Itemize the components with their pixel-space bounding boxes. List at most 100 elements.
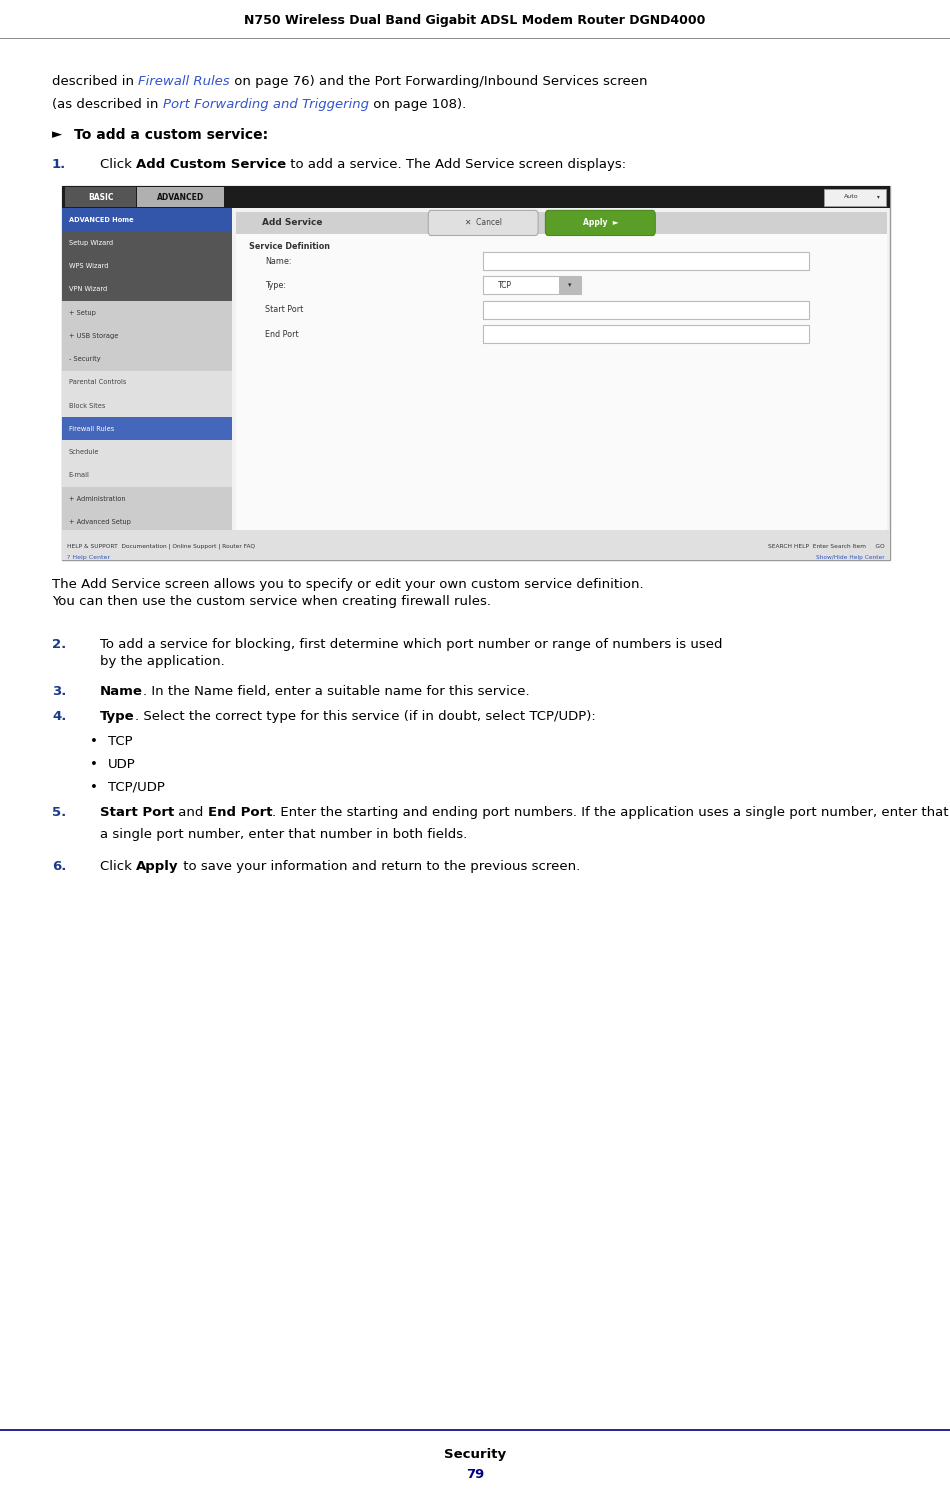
Text: •: • bbox=[90, 735, 98, 748]
FancyBboxPatch shape bbox=[824, 190, 885, 206]
Text: ? Help Center: ? Help Center bbox=[67, 554, 110, 559]
FancyBboxPatch shape bbox=[236, 212, 886, 235]
FancyBboxPatch shape bbox=[560, 276, 580, 294]
Text: Add Service: Add Service bbox=[262, 218, 322, 227]
FancyBboxPatch shape bbox=[545, 211, 656, 236]
FancyBboxPatch shape bbox=[62, 185, 890, 560]
Text: + USB Storage: + USB Storage bbox=[68, 333, 118, 339]
Text: End Port: End Port bbox=[208, 805, 273, 819]
Text: ▾: ▾ bbox=[568, 282, 572, 288]
Text: a single port number, enter that number in both fields.: a single port number, enter that number … bbox=[100, 828, 467, 841]
Text: 5.: 5. bbox=[52, 805, 66, 819]
FancyBboxPatch shape bbox=[66, 187, 136, 206]
Text: 1.: 1. bbox=[52, 158, 66, 170]
FancyBboxPatch shape bbox=[62, 394, 232, 417]
FancyBboxPatch shape bbox=[62, 417, 232, 441]
Text: ►: ► bbox=[52, 128, 63, 140]
Text: UDP: UDP bbox=[108, 757, 136, 771]
FancyBboxPatch shape bbox=[62, 232, 232, 254]
Text: Apply  ►: Apply ► bbox=[582, 218, 618, 227]
Text: SEARCH HELP  Enter Search Item     GO: SEARCH HELP Enter Search Item GO bbox=[769, 544, 885, 548]
Text: Firewall Rules: Firewall Rules bbox=[68, 426, 114, 432]
Text: (as described in: (as described in bbox=[52, 99, 162, 111]
Text: - Security: - Security bbox=[68, 356, 101, 362]
Text: •: • bbox=[90, 781, 98, 793]
Text: BASIC: BASIC bbox=[87, 193, 113, 202]
Text: To add a custom service:: To add a custom service: bbox=[74, 128, 268, 142]
FancyBboxPatch shape bbox=[62, 371, 232, 394]
FancyBboxPatch shape bbox=[62, 487, 232, 509]
FancyBboxPatch shape bbox=[62, 208, 232, 545]
Text: . Select the correct type for this service (if in doubt, select TCP/UDP):: . Select the correct type for this servi… bbox=[135, 710, 596, 723]
Text: To add a service for blocking, first determine which port number or range of num: To add a service for blocking, first det… bbox=[100, 638, 723, 668]
Text: Schedule: Schedule bbox=[68, 450, 99, 456]
FancyBboxPatch shape bbox=[62, 300, 232, 324]
Text: ▾: ▾ bbox=[877, 194, 880, 200]
Text: Name: Name bbox=[100, 686, 142, 698]
Text: 2.: 2. bbox=[52, 638, 66, 651]
Text: Firewall Rules: Firewall Rules bbox=[139, 75, 230, 88]
FancyBboxPatch shape bbox=[484, 326, 808, 344]
Text: VPN Wizard: VPN Wizard bbox=[68, 287, 106, 293]
Text: 3.: 3. bbox=[52, 686, 66, 698]
Text: Security: Security bbox=[444, 1448, 506, 1461]
Text: TCP: TCP bbox=[498, 281, 512, 290]
Text: Type:: Type: bbox=[265, 281, 286, 290]
Text: . In the Name field, enter a suitable name for this service.: . In the Name field, enter a suitable na… bbox=[142, 686, 529, 698]
Text: 79: 79 bbox=[466, 1469, 484, 1481]
Text: ADVANCED: ADVANCED bbox=[157, 193, 204, 202]
Text: + Advanced Setup: + Advanced Setup bbox=[68, 518, 130, 524]
FancyBboxPatch shape bbox=[138, 187, 224, 206]
Text: and: and bbox=[174, 805, 208, 819]
FancyBboxPatch shape bbox=[62, 278, 232, 300]
FancyBboxPatch shape bbox=[428, 211, 538, 236]
Text: ADVANCED Home: ADVANCED Home bbox=[68, 217, 133, 223]
Text: Apply: Apply bbox=[136, 861, 179, 872]
Text: Start Port: Start Port bbox=[100, 805, 174, 819]
FancyBboxPatch shape bbox=[62, 348, 232, 371]
Text: •: • bbox=[90, 757, 98, 771]
FancyBboxPatch shape bbox=[62, 441, 232, 463]
FancyBboxPatch shape bbox=[62, 463, 232, 487]
Text: to save your information and return to the previous screen.: to save your information and return to t… bbox=[179, 861, 580, 872]
Text: Name:: Name: bbox=[265, 257, 292, 266]
Text: The Add Service screen allows you to specify or edit your own custom service def: The Add Service screen allows you to spe… bbox=[52, 578, 644, 608]
FancyBboxPatch shape bbox=[62, 208, 232, 232]
FancyBboxPatch shape bbox=[62, 254, 232, 278]
FancyBboxPatch shape bbox=[484, 252, 808, 270]
Text: Block Sites: Block Sites bbox=[68, 402, 105, 408]
Text: ✕  Cancel: ✕ Cancel bbox=[465, 218, 502, 227]
Text: HELP & SUPPORT  Documentation | Online Support | Router FAQ: HELP & SUPPORT Documentation | Online Su… bbox=[67, 544, 255, 548]
Text: WPS Wizard: WPS Wizard bbox=[68, 263, 108, 269]
Text: described in: described in bbox=[52, 75, 139, 88]
FancyBboxPatch shape bbox=[236, 212, 886, 545]
Text: 4.: 4. bbox=[52, 710, 66, 723]
Text: + Setup: + Setup bbox=[68, 309, 96, 315]
Text: . Enter the starting and ending port numbers. If the application uses a single p: . Enter the starting and ending port num… bbox=[273, 805, 950, 819]
Text: + Administration: + Administration bbox=[68, 496, 125, 502]
Text: Setup Wizard: Setup Wizard bbox=[68, 241, 113, 247]
Text: Parental Controls: Parental Controls bbox=[68, 379, 126, 385]
Text: E-mail: E-mail bbox=[68, 472, 89, 478]
Text: Service Definition: Service Definition bbox=[249, 242, 330, 251]
FancyBboxPatch shape bbox=[62, 530, 890, 560]
Text: TCP/UDP: TCP/UDP bbox=[108, 781, 165, 793]
Text: Auto: Auto bbox=[845, 194, 859, 200]
Text: on page 108).: on page 108). bbox=[369, 99, 466, 111]
Text: End Port: End Port bbox=[265, 330, 299, 339]
FancyBboxPatch shape bbox=[484, 300, 808, 318]
Text: Click: Click bbox=[100, 861, 136, 872]
Text: TCP: TCP bbox=[108, 735, 133, 748]
Text: on page 76) and the Port Forwarding/Inbound Services screen: on page 76) and the Port Forwarding/Inbo… bbox=[230, 75, 647, 88]
Text: Add Custom Service: Add Custom Service bbox=[136, 158, 286, 170]
Text: Click: Click bbox=[100, 158, 136, 170]
Text: Show/Hide Help Center: Show/Hide Help Center bbox=[816, 554, 885, 559]
Text: 6.: 6. bbox=[52, 861, 66, 872]
FancyBboxPatch shape bbox=[62, 324, 232, 348]
Text: to add a service. The Add Service screen displays:: to add a service. The Add Service screen… bbox=[286, 158, 626, 170]
Text: Type: Type bbox=[100, 710, 135, 723]
FancyBboxPatch shape bbox=[484, 276, 580, 294]
FancyBboxPatch shape bbox=[62, 509, 232, 533]
Text: N750 Wireless Dual Band Gigabit ADSL Modem Router DGND4000: N750 Wireless Dual Band Gigabit ADSL Mod… bbox=[244, 13, 706, 27]
FancyBboxPatch shape bbox=[62, 185, 890, 208]
